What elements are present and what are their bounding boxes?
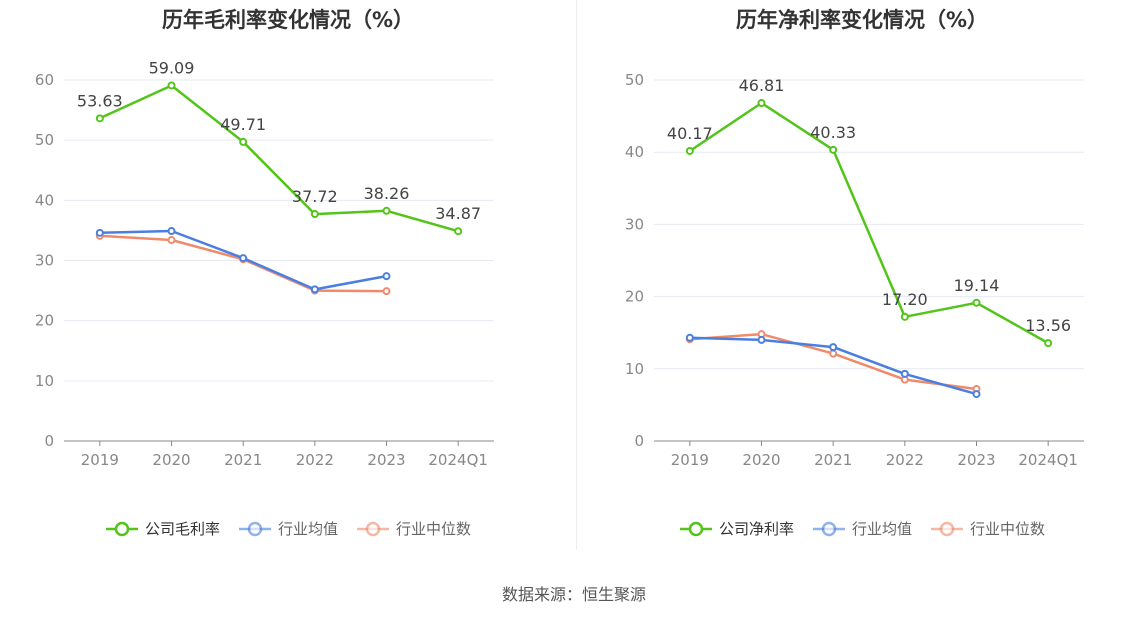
legend-label: 行业中位数 [396,520,472,538]
gross-margin-legend: 公司毛利率 行业均值 行业中位数 [0,518,576,539]
y-tick-label: 20 [35,312,54,330]
x-tick-label: 2024Q1 [1018,451,1078,469]
data-point [685,333,694,342]
legend-item[interactable]: 行业均值 [238,518,338,539]
y-tick-label: 30 [35,252,54,270]
legend-line-circle-icon [812,521,845,536]
data-point [1044,339,1053,348]
data-label: 46.81 [739,76,785,95]
data-point [382,287,391,296]
y-tick-label: 0 [44,432,54,450]
legend-label: 公司毛利率 [144,520,220,538]
y-tick-label: 0 [634,432,644,450]
series-line [689,101,1049,345]
legend-item[interactable]: 公司毛利率 [105,518,220,539]
data-point [239,137,248,146]
data-label: 34.87 [435,204,481,223]
data-label: 40.33 [810,123,856,142]
x-tick-label: 2019 [81,451,119,469]
data-label: 17.20 [882,290,928,309]
x-tick-label: 2022 [886,451,924,469]
legend-label: 公司净利率 [718,520,794,538]
x-tick-label: 2021 [224,451,262,469]
data-label: 19.14 [954,276,1000,295]
y-tick-label: 10 [35,372,54,390]
data-label: 59.09 [149,58,195,77]
legend-line-circle-icon [357,521,389,536]
legend-label: 行业中位数 [970,520,1046,538]
legend-label: 行业均值 [851,520,912,538]
net-margin-legend: 公司净利率 行业均值 行业中位数 [576,518,1148,539]
y-tick-label: 30 [625,215,644,233]
x-tick-label: 2020 [152,451,190,469]
data-point [454,227,463,236]
data-label: 49.71 [220,115,266,134]
data-point [382,272,391,281]
data-point [167,227,176,236]
data-point [757,335,766,344]
legend-label: 行业均值 [277,520,338,538]
legend-item[interactable]: 行业均值 [812,518,912,539]
y-tick-label: 40 [625,143,644,161]
data-source-note: 数据来源：恒生聚源 [501,585,646,604]
x-tick-label: 2023 [957,451,995,469]
legend-line-circle-icon [105,521,138,536]
legend-item[interactable]: 公司净利率 [679,518,794,539]
data-label: 53.63 [77,91,123,110]
data-point [310,210,319,219]
data-point [685,146,694,155]
y-tick-label: 50 [625,71,644,89]
data-point [95,114,104,123]
data-point [829,145,838,154]
data-point [900,312,909,321]
y-tick-label: 20 [625,288,644,306]
data-point [167,81,176,90]
x-tick-label: 2020 [742,451,780,469]
x-tick-label: 2022 [296,451,334,469]
x-tick-label: 2023 [367,451,405,469]
net-margin-chart-panel: 历年净利率变化情况（%） 0 10 20 30 40 50 2019 2020 2021 2022… [576,0,1148,560]
legend-line-circle-icon [238,521,271,536]
y-tick-label: 10 [625,360,644,378]
data-label: 40.17 [667,124,713,143]
x-tick-label: 2019 [671,451,709,469]
legend-line-circle-icon [679,521,712,536]
data-point [900,369,909,378]
data-label: 13.56 [1025,316,1071,335]
data-label: 38.26 [364,184,410,203]
data-point [95,228,104,237]
net-margin-plot: 0 10 20 30 40 50 2019 2020 2021 2022 2023 2024Q1 40.… [625,71,1084,469]
data-point [829,349,838,358]
data-point [972,390,981,399]
data-point [167,236,176,245]
data-point [757,99,766,108]
data-point [972,298,981,307]
panel-divider [576,0,577,550]
y-tick-label: 40 [35,191,54,209]
net-margin-chart-title: 历年净利率变化情况（%） [735,8,989,32]
gross-margin-plot: 0 10 20 30 40 50 60 2019 2020 2021 2022 2023 2024Q1 5… [35,58,494,469]
y-tick-label: 50 [35,131,54,149]
data-point [310,285,319,294]
gross-margin-chart-panel: 历年毛利率变化情况（%） 0 10 20 30 40 50 60 2019 2020 2021 20… [0,0,576,560]
x-tick-label: 2021 [814,451,852,469]
series-line [99,84,459,233]
gross-margin-chart-title: 历年毛利率变化情况（%） [161,8,415,32]
legend-item[interactable]: 行业中位数 [930,518,1045,539]
data-point [239,254,248,263]
data-label: 37.72 [292,187,338,206]
legend-item[interactable]: 行业中位数 [356,518,471,539]
legend-line-circle-icon [931,521,963,536]
data-point [829,343,838,352]
x-tick-label: 2024Q1 [428,451,488,469]
data-point [382,206,391,215]
y-tick-label: 60 [35,71,54,89]
